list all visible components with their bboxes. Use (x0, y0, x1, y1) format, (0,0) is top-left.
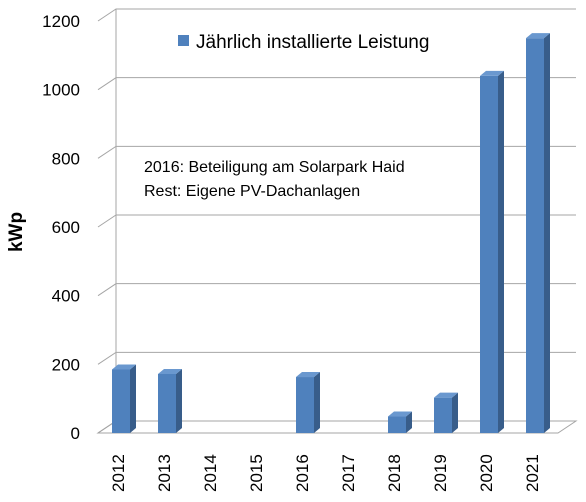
y-tick-label: 1200 (42, 12, 80, 31)
annotation-line-1: 2016: Beteiligung am Solarpark Haid (144, 159, 405, 176)
y-axis-label: kWp (6, 212, 27, 252)
bar-front (158, 373, 176, 433)
bar-side (176, 368, 182, 433)
y-tick-label: 1000 (42, 81, 80, 100)
gridline (97, 351, 576, 365)
x-axis-ticks: 2012 2013 2014 2015 2016 2017 2018 2019 2020 2021 (109, 454, 542, 492)
x-tick-label: 2019 (431, 454, 450, 492)
bar-2019 (434, 392, 458, 433)
x-tick-label: 2021 (523, 454, 542, 492)
bar-top (112, 364, 136, 370)
bar-2021 (526, 33, 550, 434)
bar-top (434, 392, 458, 398)
gridline (97, 214, 576, 228)
bar-2013 (158, 368, 182, 433)
gridlines (97, 8, 576, 434)
legend: Jährlich installierte Leistung (178, 32, 429, 53)
annotation-line-2: Rest: Eigene PV-Dachanlagen (144, 183, 360, 200)
bar-top (526, 33, 550, 39)
x-tick-label: 2018 (385, 454, 404, 492)
gridline (97, 8, 576, 22)
x-tick-label: 2017 (339, 454, 358, 492)
bar-front (388, 416, 406, 433)
gridline (97, 77, 576, 91)
bar-side (130, 364, 136, 433)
annotation: 2016: Beteiligung am Solarpark Haid Rest… (144, 159, 405, 200)
y-tick-label: 800 (52, 149, 80, 168)
x-tick-label: 2013 (155, 454, 174, 492)
bar-top (296, 372, 320, 378)
bar-2012 (112, 364, 136, 433)
y-axis-ticks: 0 200 400 600 800 1000 1200 (42, 12, 80, 443)
bars (112, 33, 550, 434)
x-tick-label: 2020 (477, 454, 496, 492)
gridline (97, 145, 576, 159)
bar-2020 (480, 70, 504, 433)
y-tick-label: 400 (52, 287, 80, 306)
y-tick-label: 0 (71, 424, 80, 443)
bar-front (526, 38, 544, 434)
bar-top (480, 70, 504, 76)
bar-front (296, 377, 314, 433)
bar-side (406, 411, 412, 433)
bar-top (158, 368, 182, 374)
x-tick-label: 2016 (293, 454, 312, 492)
bar-front (112, 369, 130, 433)
bar-2016 (296, 372, 320, 433)
bar-2018 (388, 411, 412, 433)
bar-side (544, 33, 550, 434)
bar-side (452, 392, 458, 433)
y-tick-label: 600 (52, 218, 80, 237)
bar-front (480, 75, 498, 433)
bar-side (498, 70, 504, 433)
x-tick-label: 2012 (109, 454, 128, 492)
x-tick-label: 2014 (201, 454, 220, 492)
y-tick-label: 200 (52, 355, 80, 374)
bar-top (388, 411, 412, 417)
x-tick-label: 2015 (247, 454, 266, 492)
gridline (97, 283, 576, 297)
bar-side (314, 372, 320, 433)
bar-front (434, 397, 452, 433)
legend-label: Jährlich installierte Leistung (196, 32, 429, 53)
legend-swatch (178, 35, 189, 46)
